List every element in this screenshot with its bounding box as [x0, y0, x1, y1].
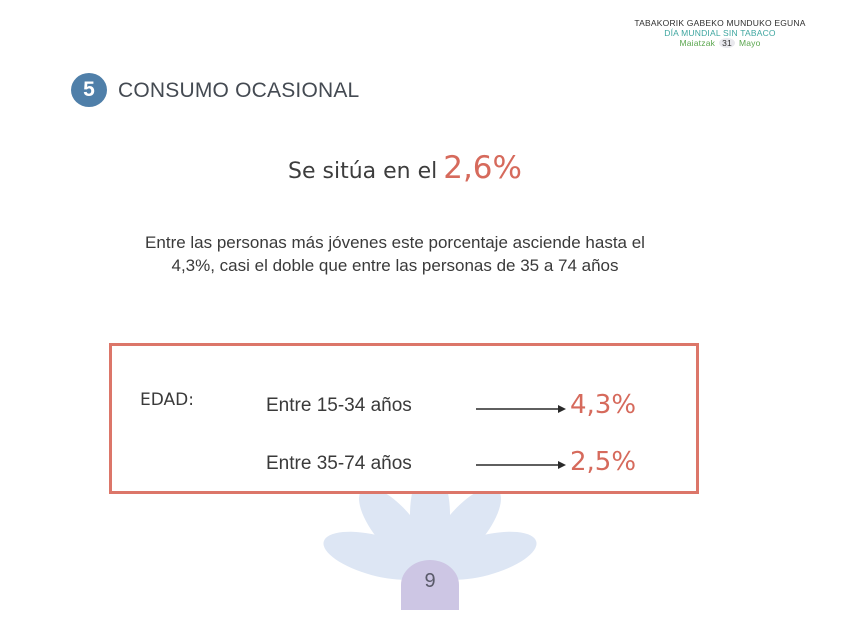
age-breakdown-box — [109, 343, 699, 494]
lead-value: 2,6% — [443, 150, 522, 186]
section-number-badge: 5 — [71, 73, 107, 107]
header-date: Maiatzak 31 Mayo — [600, 38, 840, 48]
age-row-15-34-label: Entre 15-34 años — [266, 395, 412, 416]
page-number: 9 — [401, 560, 459, 610]
section-title: CONSUMO OCASIONAL — [118, 79, 360, 102]
arrow-right-icon — [476, 405, 566, 413]
age-row-35-74-label: Entre 35-74 años — [266, 453, 412, 474]
lead-text: Se sitúa en el — [288, 159, 438, 184]
explanatory-paragraph: Entre las personas más jóvenes este porc… — [145, 233, 645, 275]
age-row-15-34-value: 4,3% — [570, 390, 637, 420]
lead-statement: Se sitúa en el 2,6% — [0, 150, 810, 186]
header-date-left: Maiatzak — [679, 38, 716, 48]
campaign-header: TABAKORIK GABEKO MUNDUKO EGUNA DÍA MUNDI… — [600, 18, 840, 48]
age-row-35-74-value: 2,5% — [570, 447, 637, 477]
header-date-right: Mayo — [738, 38, 761, 48]
header-date-day: 31 — [719, 38, 735, 48]
header-line-spanish: DÍA MUNDIAL SIN TABACO — [664, 28, 776, 38]
age-label: EDAD: — [140, 390, 194, 410]
header-line-basque: TABAKORIK GABEKO MUNDUKO EGUNA — [634, 18, 806, 28]
flower-icon — [323, 490, 537, 580]
arrow-right-icon — [476, 461, 566, 469]
